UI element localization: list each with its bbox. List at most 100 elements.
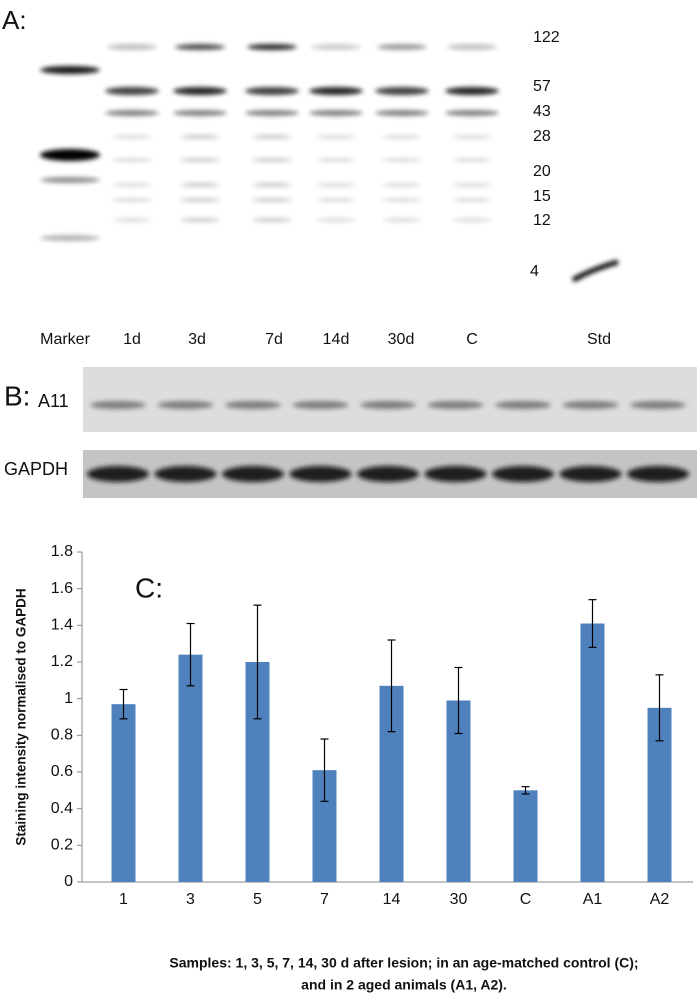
bar: [513, 790, 538, 882]
gel-band: [112, 135, 152, 139]
gel-band: [452, 183, 492, 187]
lane-label: 7d: [265, 331, 283, 348]
gel-band: [445, 110, 499, 116]
bar: [111, 704, 136, 882]
gel-band: [112, 218, 152, 222]
error-bar: [253, 604, 262, 720]
blot-band: [559, 466, 622, 482]
marker-label: 57: [533, 78, 551, 95]
y-tick-label: 0.4: [51, 800, 73, 817]
x-tick-label: A2: [650, 891, 670, 908]
blot-band: [360, 401, 416, 409]
error-bar: [588, 599, 597, 648]
gel-band: [375, 110, 429, 116]
gel-band: [447, 44, 497, 50]
marker-label: 122: [533, 29, 560, 46]
lane-label: Marker: [40, 331, 90, 348]
blot-band: [289, 466, 352, 482]
gel-band: [40, 149, 100, 161]
gel-band: [316, 158, 356, 162]
x-tick-label: 30: [450, 891, 468, 908]
marker-label: 15: [533, 188, 551, 205]
x-tick-label: 7: [320, 891, 329, 908]
lane-label: 14d: [323, 331, 350, 348]
gel-band: [452, 198, 492, 202]
y-tick-label: 1.2: [51, 653, 73, 670]
marker-label: 4: [530, 263, 539, 280]
gel-band: [316, 135, 356, 139]
bar: [178, 654, 203, 882]
gel-band: [252, 158, 292, 162]
gel-band: [40, 177, 100, 183]
x-tick-label: 3: [186, 891, 195, 908]
lane-label: 3d: [188, 331, 206, 348]
gel-band: [40, 235, 100, 241]
blot-band: [222, 466, 284, 482]
gel-band: [252, 183, 292, 187]
gel-band: [245, 87, 299, 95]
gel-band: [452, 135, 492, 139]
gel-band: [571, 259, 619, 283]
gel-band: [382, 135, 422, 139]
lane-label: 1d: [123, 331, 141, 348]
gel-band: [316, 183, 356, 187]
marker-label: 43: [533, 103, 551, 120]
marker-label: 20: [533, 163, 551, 180]
x-tick-label: 14: [383, 891, 401, 908]
error-bar: [119, 688, 128, 720]
caption: and in 2 aged animals (A1, A2).: [301, 977, 507, 993]
blot-bands: [87, 401, 689, 482]
gel-band: [180, 158, 220, 162]
blot-band: [157, 401, 214, 409]
gel-band: [247, 44, 297, 50]
x-tick-label: C: [520, 891, 532, 908]
y-tick-label: 1: [64, 690, 73, 707]
gel-band: [309, 110, 363, 116]
panel-b-label: B:: [4, 380, 30, 411]
y-tick-label: 1.4: [51, 617, 73, 634]
blot-band: [492, 466, 554, 482]
gel-band: [252, 218, 292, 222]
blot-band: [495, 401, 551, 409]
error-bar: [454, 666, 463, 735]
panel-c-label: C:: [135, 572, 163, 603]
gel-band: [382, 198, 422, 202]
gel-image: [40, 44, 619, 283]
gel-band: [180, 218, 220, 222]
y-tick-label: 1.6: [51, 580, 73, 597]
marker-label: 28: [533, 128, 551, 145]
caption: Samples: 1, 3, 5, 7, 14, 30 d after lesi…: [169, 955, 638, 971]
y-tick-label: 0.8: [51, 727, 73, 744]
gel-band: [175, 44, 225, 50]
blot-band: [87, 466, 149, 482]
panel-a-label: A:: [2, 5, 27, 35]
gel-band: [316, 218, 356, 222]
y-tick-label: 0.6: [51, 763, 73, 780]
blot-band: [630, 401, 686, 409]
bar: [580, 623, 605, 882]
gel-band: [452, 218, 492, 222]
x-tick-label: 1: [119, 891, 128, 908]
error-bar: [186, 622, 195, 687]
gel-band: [382, 218, 422, 222]
y-tick-label: 1.8: [51, 543, 73, 560]
blot-band: [90, 401, 146, 409]
gel-band: [40, 66, 100, 74]
gel-band: [375, 87, 429, 95]
blot-band: [424, 466, 487, 482]
gel-band: [252, 135, 292, 139]
gel-band: [382, 183, 422, 187]
blot-band: [427, 401, 484, 409]
gel-band: [107, 44, 157, 50]
gel-band: [452, 158, 492, 162]
error-bar: [387, 639, 396, 733]
blot-band: [562, 401, 619, 409]
error-bar: [655, 674, 664, 742]
gel-band: [252, 198, 292, 202]
error-bar: [320, 738, 329, 802]
blot-band: [154, 466, 217, 482]
gel-band: [445, 87, 499, 95]
blot-band: [627, 466, 689, 482]
gel-band: [173, 87, 227, 95]
lane-label: Std: [587, 331, 611, 348]
